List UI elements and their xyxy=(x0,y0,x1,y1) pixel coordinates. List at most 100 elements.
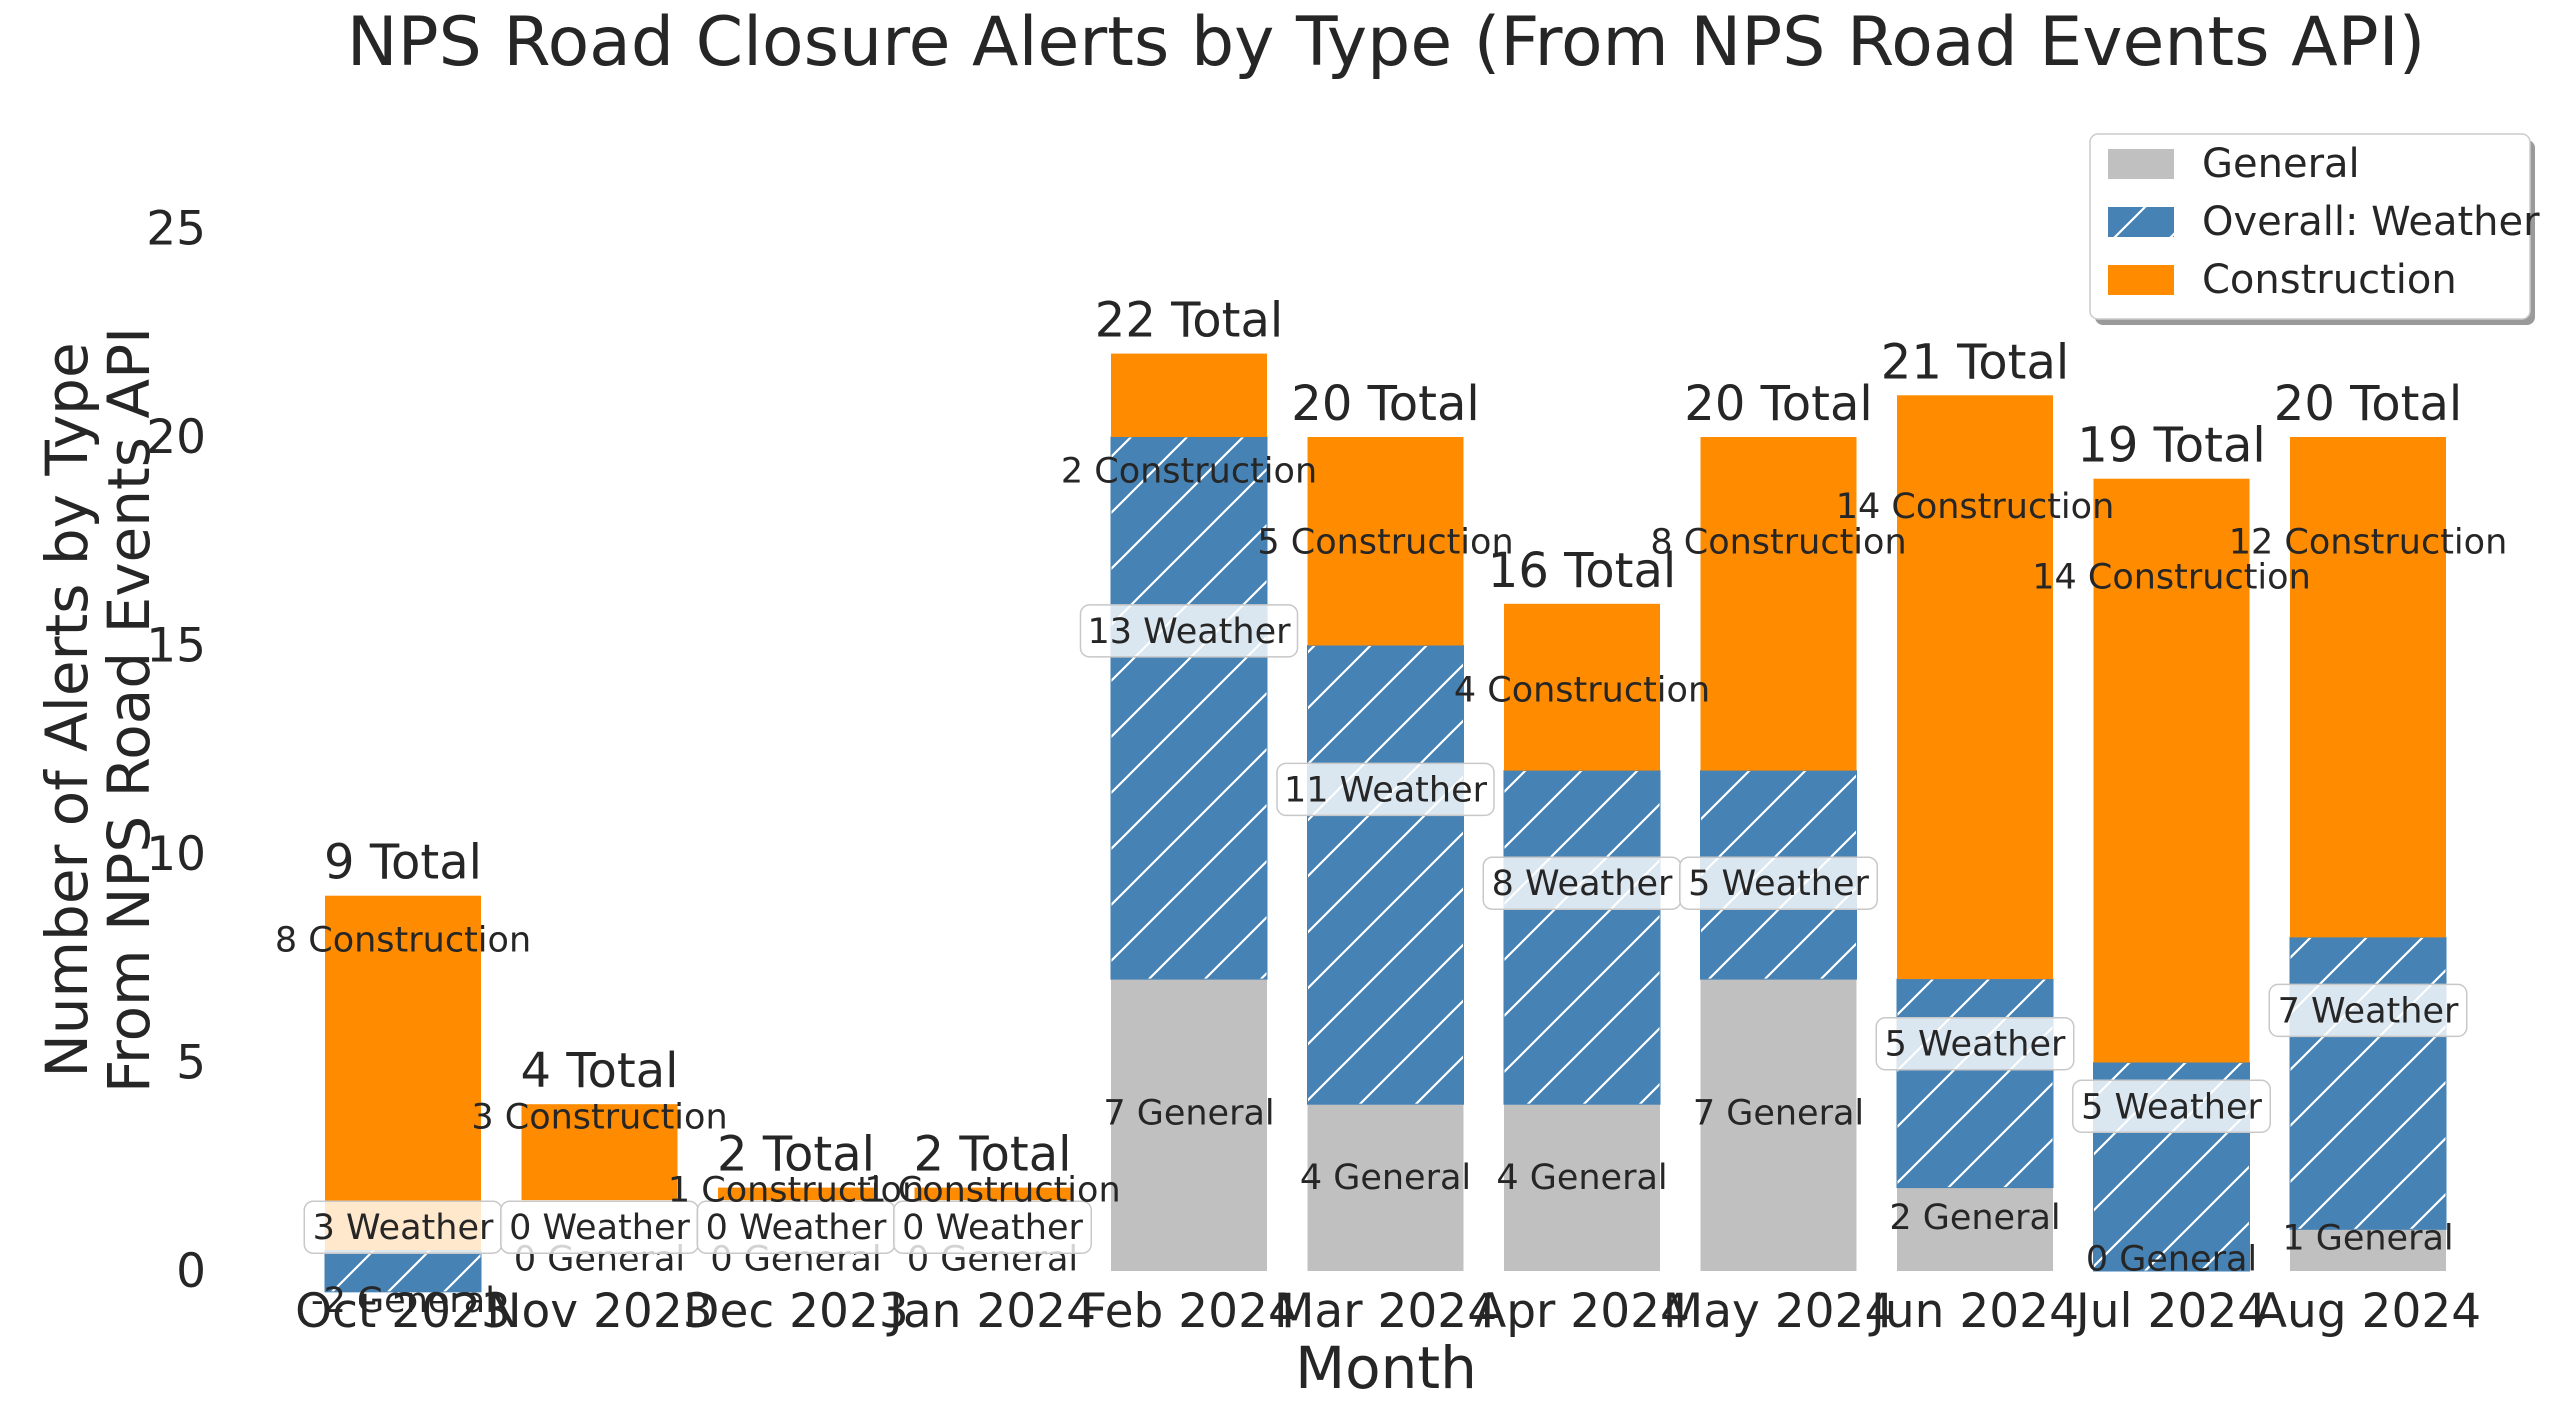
bar-construction-0 xyxy=(325,895,481,1251)
chart-title: NPS Road Closure Alerts by Type (From NP… xyxy=(347,3,2426,82)
legend-label-1: Overall: Weather xyxy=(2202,199,2540,245)
label-weather-8: 5 Weather xyxy=(1885,1025,2066,1065)
bar-general-6 xyxy=(1504,1104,1660,1271)
bar-construction-7 xyxy=(1700,437,1857,771)
y-tick-label-1: 5 xyxy=(176,1036,206,1091)
label-total-10: 20 Total xyxy=(2274,376,2462,432)
bar-construction-1 xyxy=(521,1104,678,1201)
bars-layer xyxy=(324,353,2447,1293)
bar-construction-3 xyxy=(914,1187,1071,1201)
y-tick-label-2: 10 xyxy=(146,827,206,882)
x-tick-label-6: Apr 2024 xyxy=(1474,1284,1690,1339)
label-weather-3: 0 Weather xyxy=(902,1208,1083,1248)
bar-construction-4 xyxy=(1111,353,1267,437)
label-general-0: -2 General xyxy=(311,1281,495,1321)
label-total-0: 9 Total xyxy=(324,835,482,891)
label-weather-9: 5 Weather xyxy=(2081,1087,2262,1127)
labels-layer: -2 General 3 Weather 8 Construction 9 Total… xyxy=(275,293,2507,1322)
label-construction-2: 1 Construction xyxy=(668,1171,924,1211)
label-construction-3: 1 Construction xyxy=(864,1171,1120,1211)
bar-weather-4 xyxy=(1110,436,1268,980)
x-tick-label-1: Nov 2023 xyxy=(486,1284,712,1339)
bar-weather-5 xyxy=(1307,645,1464,1105)
x-tick-label-10: Aug 2024 xyxy=(2255,1284,2481,1339)
bar-general-4 xyxy=(1111,979,1267,1271)
legend-swatch-0 xyxy=(2108,149,2174,179)
y-tick-label-0: 0 xyxy=(176,1244,206,1299)
label-box-weather-8 xyxy=(1875,1016,2075,1071)
x-tick-label-2: Dec 2023 xyxy=(683,1284,909,1339)
x-axis-label: Month xyxy=(1295,1334,1477,1402)
label-box-weather-5 xyxy=(1276,762,1495,817)
label-weather-4: 13 Weather xyxy=(1087,612,1291,652)
bar-construction-6 xyxy=(1504,603,1660,771)
y-tick-label-4: 20 xyxy=(146,410,206,465)
label-general-4: 7 General xyxy=(1103,1094,1274,1134)
x-tick-label-4: Feb 2024 xyxy=(1080,1284,1298,1339)
x-tick-label-9: Jul 2024 xyxy=(2073,1284,2267,1339)
label-general-8: 2 General xyxy=(1889,1198,2060,1238)
bar-weather-6 xyxy=(1503,770,1661,1105)
y-tick-label-3: 15 xyxy=(146,619,206,674)
bar-general-8 xyxy=(1897,1187,2053,1271)
label-general-7: 7 General xyxy=(1693,1094,1864,1134)
bar-construction-9 xyxy=(2093,478,2250,1063)
label-construction-4: 2 Construction xyxy=(1061,451,1317,491)
label-construction-7: 8 Construction xyxy=(1650,522,1906,562)
label-construction-1: 3 Construction xyxy=(471,1098,727,1138)
label-weather-7: 5 Weather xyxy=(1688,864,1869,904)
label-total-1: 4 Total xyxy=(521,1043,679,1099)
label-construction-5: 5 Construction xyxy=(1257,522,1513,562)
y-axis-label-line-0: Number of Alerts by Type xyxy=(33,342,101,1077)
label-total-7: 20 Total xyxy=(1684,376,1872,432)
bar-weather-10 xyxy=(2289,936,2447,1230)
x-tick-label-5: Mar 2024 xyxy=(1274,1284,1497,1339)
legend: General Overall: Weather Construction xyxy=(2089,133,2540,325)
label-total-2: 2 Total xyxy=(717,1127,875,1183)
legend-swatch-1 xyxy=(2108,207,2174,237)
label-weather-5: 11 Weather xyxy=(1284,770,1488,810)
label-construction-8: 14 Construction xyxy=(1836,487,2115,527)
x-tick-label-3: Jan 2024 xyxy=(886,1284,1096,1339)
bar-construction-2 xyxy=(718,1187,874,1201)
bar-weather-8 xyxy=(1896,978,2054,1189)
label-total-6: 16 Total xyxy=(1488,543,1676,599)
label-box-weather-9 xyxy=(2072,1079,2271,1134)
label-box-weather-3 xyxy=(893,1200,1092,1254)
legend-label-2: Construction xyxy=(2202,257,2457,303)
label-total-4: 22 Total xyxy=(1095,293,1283,349)
bar-construction-5 xyxy=(1307,437,1464,646)
label-box-weather-10 xyxy=(2268,983,2468,1038)
label-weather-2: 0 Weather xyxy=(706,1208,887,1248)
label-construction-6: 4 Construction xyxy=(1454,670,1710,710)
label-general-5: 4 General xyxy=(1300,1158,1471,1198)
label-construction-9: 14 Construction xyxy=(2032,558,2311,598)
bar-general-7 xyxy=(1700,979,1857,1271)
label-total-8: 21 Total xyxy=(1881,334,2069,390)
y-axis-label: Number of Alerts by TypeFrom NPS Road Ev… xyxy=(33,327,163,1093)
legend-box xyxy=(2089,133,2531,320)
label-total-3: 2 Total xyxy=(914,1127,1072,1183)
label-construction-0: 8 Construction xyxy=(275,920,531,960)
bar-construction-10 xyxy=(2290,437,2446,938)
label-total-5: 20 Total xyxy=(1291,376,1479,432)
label-total-9: 19 Total xyxy=(2077,418,2265,474)
x-tick-label-0: Oct 2023 xyxy=(295,1284,511,1339)
label-box-weather-4 xyxy=(1079,604,1299,658)
label-general-6: 4 General xyxy=(1496,1158,1667,1198)
label-weather-0: 3 Weather xyxy=(313,1208,494,1248)
legend-label-0: General xyxy=(2202,141,2360,187)
legend-swatch-2 xyxy=(2108,265,2174,295)
bar-construction-8 xyxy=(1897,395,2053,980)
bar-general-5 xyxy=(1307,1104,1464,1271)
bar-general-10 xyxy=(2290,1229,2446,1271)
label-box-weather-7 xyxy=(1679,856,1878,910)
y-tick-label-5: 25 xyxy=(146,202,206,257)
x-tick-label-7: May 2024 xyxy=(1663,1284,1895,1339)
bar-weather-0 xyxy=(324,1249,482,1293)
x-tick-label-8: Jun 2024 xyxy=(1868,1284,2079,1339)
label-general-10: 1 General xyxy=(2282,1219,2453,1259)
